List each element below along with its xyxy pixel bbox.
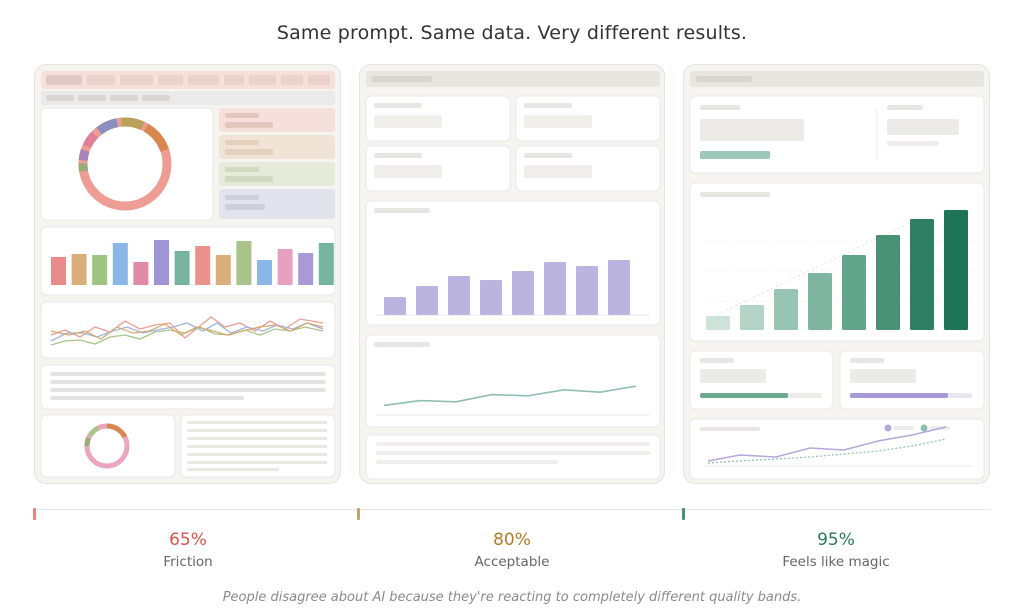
acceptable-dashboard-mock <box>359 64 665 484</box>
magic-percent: 95% <box>817 530 855 550</box>
friction-percent: 65% <box>169 530 207 550</box>
friction-dashboard-drawing <box>40 71 336 478</box>
headline: Same prompt. Same data. Very different r… <box>276 22 748 44</box>
magic-label: Feels like magic <box>782 554 890 570</box>
footer-caption: People disagree about AI because they're… <box>222 590 802 605</box>
magic-bar <box>876 235 900 330</box>
acceptable-tick <box>357 508 360 520</box>
friction-bar <box>236 241 252 285</box>
friction-dashboard-mock <box>34 64 341 484</box>
magic-tick <box>682 508 685 520</box>
friction-bar <box>195 246 211 285</box>
friction-line-chart <box>50 316 324 346</box>
friction-bar <box>215 255 231 285</box>
magic-bar <box>944 210 968 330</box>
acceptable-dashboard-drawing <box>365 71 661 480</box>
acceptable-bar <box>512 271 534 315</box>
magic-bar <box>706 316 730 330</box>
acceptable-bar <box>480 280 502 315</box>
friction-bar <box>51 257 66 285</box>
magic-bar <box>740 305 764 330</box>
friction-bar <box>277 249 293 285</box>
friction-bar <box>133 262 149 285</box>
magic-dashboard-mock <box>683 64 990 484</box>
friction-bar <box>174 251 190 285</box>
magic-bar <box>842 255 866 330</box>
friction-label: Friction <box>163 554 213 570</box>
magic-bar-chart <box>706 210 968 330</box>
friction-small-donut <box>84 423 130 469</box>
acceptable-bar <box>448 276 470 315</box>
magic-bar <box>774 289 798 330</box>
acceptable-bar <box>576 266 598 315</box>
acceptable-label: Acceptable <box>474 554 550 570</box>
friction-bar <box>71 254 87 285</box>
acceptable-line-chart <box>383 385 637 407</box>
magic-dashboard-drawing <box>689 71 985 480</box>
magic-bar <box>808 273 832 330</box>
quality-axis-line <box>34 509 990 510</box>
friction-bar <box>112 243 128 285</box>
acceptable-percent: 80% <box>493 530 531 550</box>
friction-bar <box>318 243 334 285</box>
friction-bar <box>298 253 314 285</box>
acceptable-bar <box>384 297 406 315</box>
friction-bar <box>92 255 108 285</box>
acceptable-bar <box>608 260 630 315</box>
acceptable-bar <box>544 262 566 315</box>
friction-bar <box>154 240 169 285</box>
acceptable-bar-chart <box>384 260 630 315</box>
acceptable-bar <box>416 286 438 315</box>
magic-bar <box>910 219 934 330</box>
friction-bar <box>257 260 272 285</box>
friction-bar-chart <box>51 240 334 285</box>
friction-tick <box>33 508 36 520</box>
friction-donut-chart <box>78 117 172 211</box>
